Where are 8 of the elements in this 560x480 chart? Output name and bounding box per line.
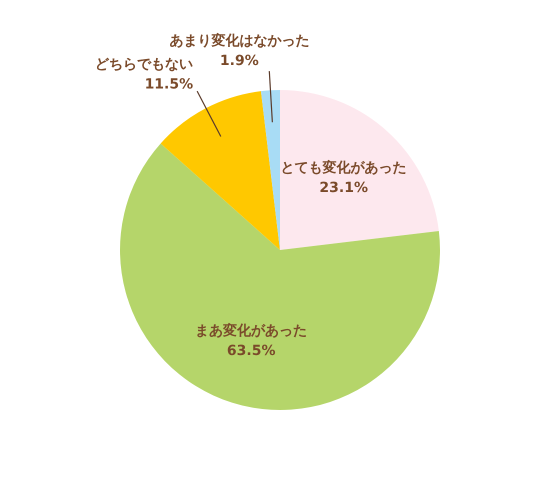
data-label: 23.1%	[319, 180, 368, 196]
slice-label: とても変化があった	[280, 158, 407, 176]
slice-label: あまり変化はなかった	[169, 32, 310, 49]
data-label: 63.5%	[226, 343, 276, 360]
slice-label: まあ変化があった	[195, 322, 308, 340]
data-label: 1.9%	[220, 52, 259, 69]
data-label: 11.5%	[144, 76, 194, 93]
slice-label: どちらでもない	[95, 56, 194, 73]
